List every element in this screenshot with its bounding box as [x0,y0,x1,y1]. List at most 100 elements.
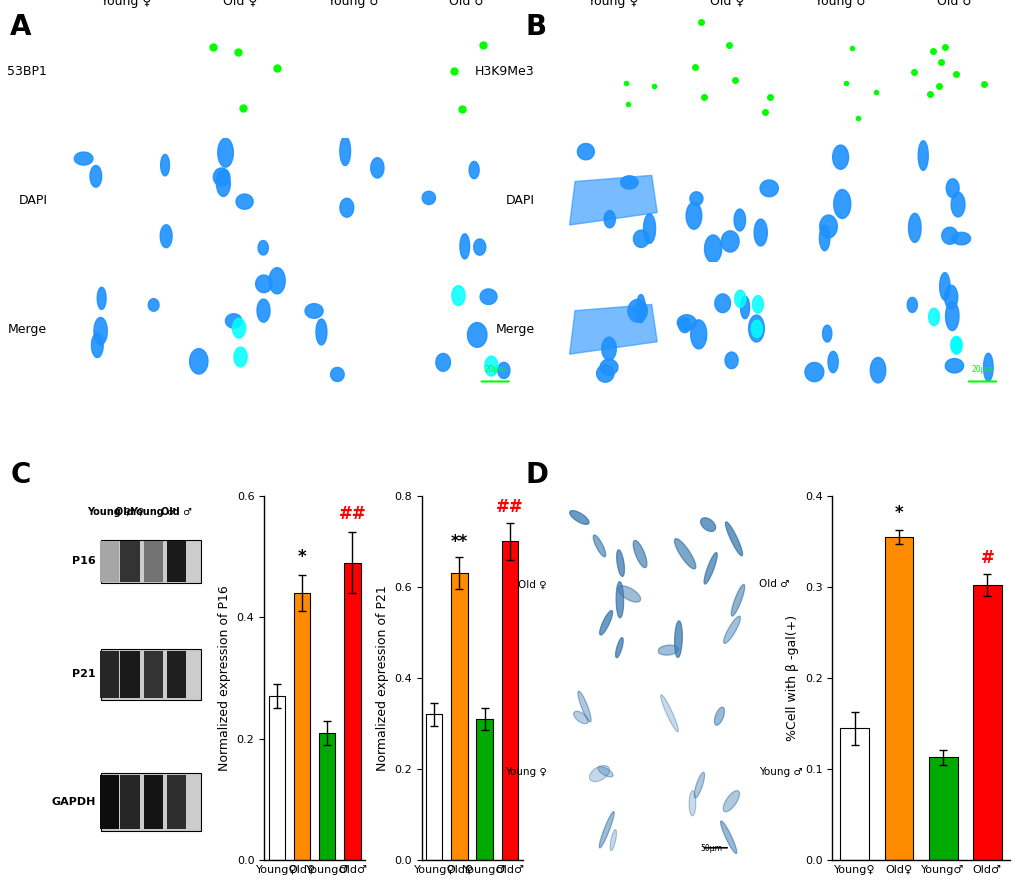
Text: ##: ## [338,505,366,523]
Polygon shape [616,550,624,576]
Bar [501,541,518,860]
Polygon shape [589,765,609,781]
Polygon shape [256,275,272,293]
Bar [426,714,442,860]
Polygon shape [597,767,612,777]
Polygon shape [620,176,638,189]
Polygon shape [833,190,850,219]
Polygon shape [944,285,957,309]
Text: H3K9Me3: H3K9Me3 [475,65,534,78]
Text: Old ♂: Old ♂ [161,507,192,517]
Text: A: A [10,13,32,41]
Text: Merge: Merge [8,323,47,336]
Polygon shape [660,695,678,732]
Bar [883,537,912,860]
Polygon shape [689,791,695,815]
Y-axis label: %Cell with β -gal(+): %Cell with β -gal(+) [786,615,799,741]
Polygon shape [725,522,742,556]
Text: D: D [525,461,548,489]
Bar [101,772,201,831]
Polygon shape [725,352,738,368]
Polygon shape [596,365,613,383]
Polygon shape [689,192,702,205]
Text: Young ♂: Young ♂ [758,767,802,777]
Polygon shape [148,298,159,311]
Polygon shape [339,136,351,166]
Polygon shape [94,317,107,345]
Polygon shape [235,194,253,210]
Polygon shape [435,353,450,371]
Text: P21: P21 [72,669,96,679]
Polygon shape [753,220,766,246]
Bar [144,650,163,698]
Polygon shape [748,315,763,342]
Polygon shape [752,296,762,313]
Polygon shape [422,191,435,204]
Polygon shape [945,358,963,373]
Polygon shape [740,297,749,319]
Bar [167,774,185,829]
Polygon shape [225,314,242,328]
Polygon shape [569,305,656,354]
Polygon shape [609,830,615,850]
Polygon shape [213,168,229,186]
Polygon shape [906,297,916,313]
Polygon shape [832,145,848,169]
Bar [268,696,285,860]
Polygon shape [570,511,588,524]
Title: Old ♂: Old ♂ [935,0,972,8]
Title: Young ♀: Young ♀ [588,0,638,8]
Polygon shape [593,535,605,556]
Bar [144,541,163,582]
Polygon shape [599,812,613,848]
Polygon shape [90,166,102,187]
Text: 20μm: 20μm [484,365,505,374]
Bar [319,733,335,860]
Y-axis label: Normalized expression of P21: Normalized expression of P21 [375,585,388,771]
Text: C: C [10,461,31,489]
Y-axis label: Normalized expression of P16: Normalized expression of P16 [218,585,231,771]
Bar [144,774,163,829]
Polygon shape [694,772,704,797]
Polygon shape [599,359,618,375]
Bar [167,541,185,582]
Polygon shape [232,318,246,338]
Polygon shape [269,268,285,294]
Polygon shape [618,586,640,602]
Bar [101,539,201,583]
Polygon shape [938,272,949,300]
Text: DAPI: DAPI [505,194,534,207]
Polygon shape [233,347,247,367]
Text: B: B [525,13,546,41]
Text: 50μm: 50μm [699,844,721,853]
Polygon shape [601,337,615,360]
Polygon shape [982,353,993,381]
Bar [101,649,201,700]
Text: Old ♀: Old ♀ [518,580,546,590]
Bar [120,541,140,582]
Polygon shape [603,211,614,228]
Text: GAPDH: GAPDH [52,797,96,807]
Polygon shape [92,333,103,358]
Polygon shape [330,367,343,382]
Polygon shape [628,299,647,323]
Polygon shape [951,193,964,217]
Polygon shape [480,289,496,305]
Polygon shape [720,231,739,252]
Polygon shape [305,304,323,318]
Polygon shape [952,232,970,245]
Polygon shape [734,209,745,231]
Bar [167,650,185,698]
Polygon shape [950,336,961,354]
Bar [100,541,119,582]
Polygon shape [74,152,93,165]
Text: 53BP1: 53BP1 [7,65,47,78]
Polygon shape [657,645,678,655]
Polygon shape [469,161,479,178]
Polygon shape [759,180,777,197]
Title: Old ♂: Old ♂ [449,0,486,8]
Polygon shape [257,299,270,323]
Title: Young ♀: Young ♀ [101,0,151,8]
Polygon shape [615,638,623,658]
Title: Young ♂: Young ♂ [327,0,380,8]
